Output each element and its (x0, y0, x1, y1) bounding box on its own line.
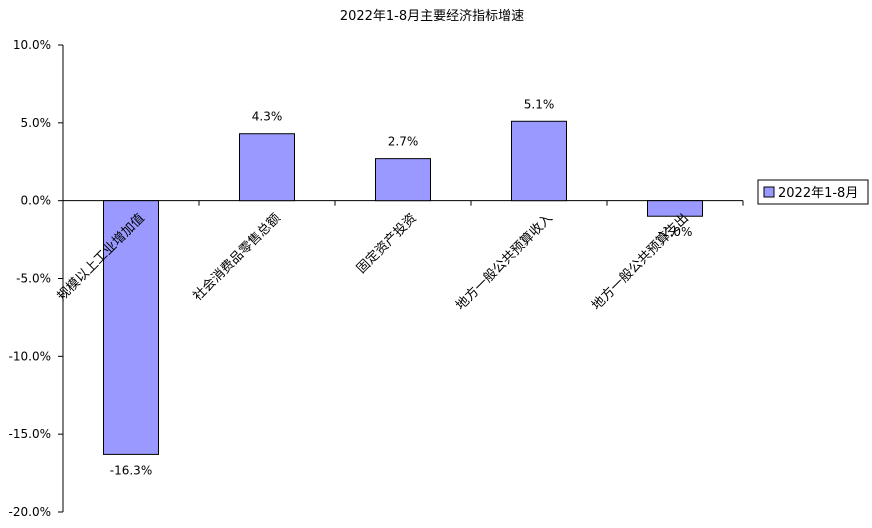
bar (103, 200, 159, 455)
data-label: -1.0% (658, 225, 693, 239)
data-label: 2.7% (388, 135, 419, 149)
y-tick-label: 10.0% (13, 38, 51, 52)
y-tick-label: -15.0% (9, 427, 51, 441)
legend-box (757, 179, 869, 205)
plot-area: 10.0% 5.0% 0.0% -5.0% -10.0% -15.0% -20.0% -16.… (9, 38, 744, 519)
y-tick-label: -10.0% (9, 349, 51, 363)
bar (375, 158, 431, 202)
category-label: 地方一般公共预算收入 (453, 210, 556, 313)
bar (647, 200, 703, 217)
legend-label: 2022年1-8月 (778, 186, 858, 201)
chart-title: 2022年1-8月主要经济指标增速 (340, 9, 524, 24)
y-tick-label: -20.0% (9, 505, 51, 519)
y-tick-label: 0.0% (21, 194, 52, 208)
y-tick-label: 5.0% (21, 116, 52, 130)
legend-swatch (763, 186, 775, 198)
category-label: 固定资产投资 (353, 210, 419, 276)
bar (511, 120, 567, 202)
data-label: 4.3% (252, 110, 283, 124)
bar (239, 133, 295, 202)
category-label: 社会消费品零售总额 (190, 210, 284, 304)
data-label: -16.3% (110, 463, 152, 477)
category-label: 地方一般公共预算支出 (589, 210, 692, 313)
y-tick-label: -5.0% (16, 272, 51, 286)
data-label: 5.1% (524, 97, 555, 111)
legend: 2022年1-8月 (757, 179, 869, 205)
